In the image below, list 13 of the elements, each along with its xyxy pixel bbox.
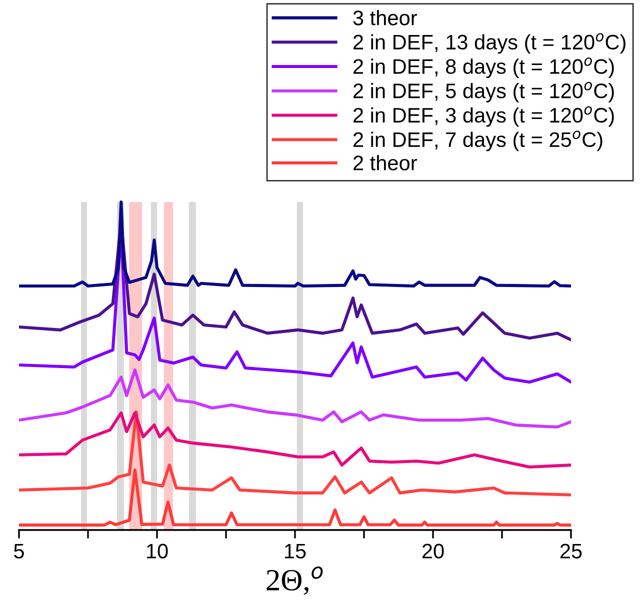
legend-label: 2 in DEF, 7 days (t = 25$^{o}$C) <box>353 130 602 152</box>
legend-label: 2 theor <box>353 155 417 170</box>
x-tick-label: 25 <box>560 544 582 558</box>
x-tick-label: 5 <box>14 544 24 558</box>
x-tick-label: 15 <box>285 544 306 558</box>
legend-label: 2 in DEF, 13 days (t = 120$^{o}$C) <box>353 33 626 54</box>
legend-label: 2 in DEF, 5 days (t = 120$^{o}$C) <box>353 82 614 102</box>
x-tick-label: 10 <box>147 544 168 558</box>
x-axis-title: 2Θ,$^{o}$ <box>266 566 323 595</box>
legend-label: 2 in DEF, 3 days (t = 120$^{o}$C) <box>353 106 614 127</box>
legend-label: 2 in DEF, 8 days (t = 120$^{o}$C) <box>353 58 614 78</box>
legend-label: 3 theor <box>353 10 417 26</box>
x-tick-label: 20 <box>422 544 444 558</box>
